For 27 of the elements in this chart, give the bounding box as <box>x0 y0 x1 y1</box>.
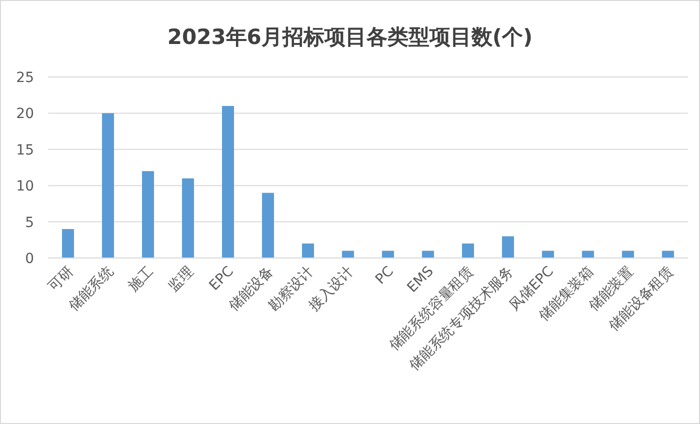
bar <box>622 250 634 258</box>
y-tick-label: 15 <box>16 142 34 158</box>
bar <box>662 250 674 258</box>
y-tick-label: 0 <box>25 251 34 267</box>
bar <box>382 250 394 258</box>
bar <box>222 106 234 258</box>
x-tick-label: 施工 <box>126 264 157 295</box>
bar <box>262 192 274 258</box>
y-tick-label: 10 <box>16 178 34 195</box>
bar <box>62 229 74 258</box>
bar <box>582 250 594 258</box>
x-tick-label: 监理 <box>166 264 197 295</box>
bar <box>462 244 474 258</box>
y-tick-label: 5 <box>25 214 34 231</box>
chart-title: 2023年6月招标项目各类型项目数(个) <box>167 25 533 49</box>
bar <box>102 113 114 258</box>
y-tick-label: 25 <box>16 70 34 86</box>
x-tick-label: PC <box>372 263 397 288</box>
x-tick-label: 可研 <box>46 264 77 295</box>
bar <box>302 244 314 258</box>
bar <box>422 250 434 258</box>
bar <box>342 250 354 258</box>
bar <box>502 236 514 258</box>
bar <box>142 171 154 258</box>
y-tick-label: 20 <box>16 106 34 122</box>
bar <box>542 250 554 258</box>
bar <box>182 178 194 258</box>
